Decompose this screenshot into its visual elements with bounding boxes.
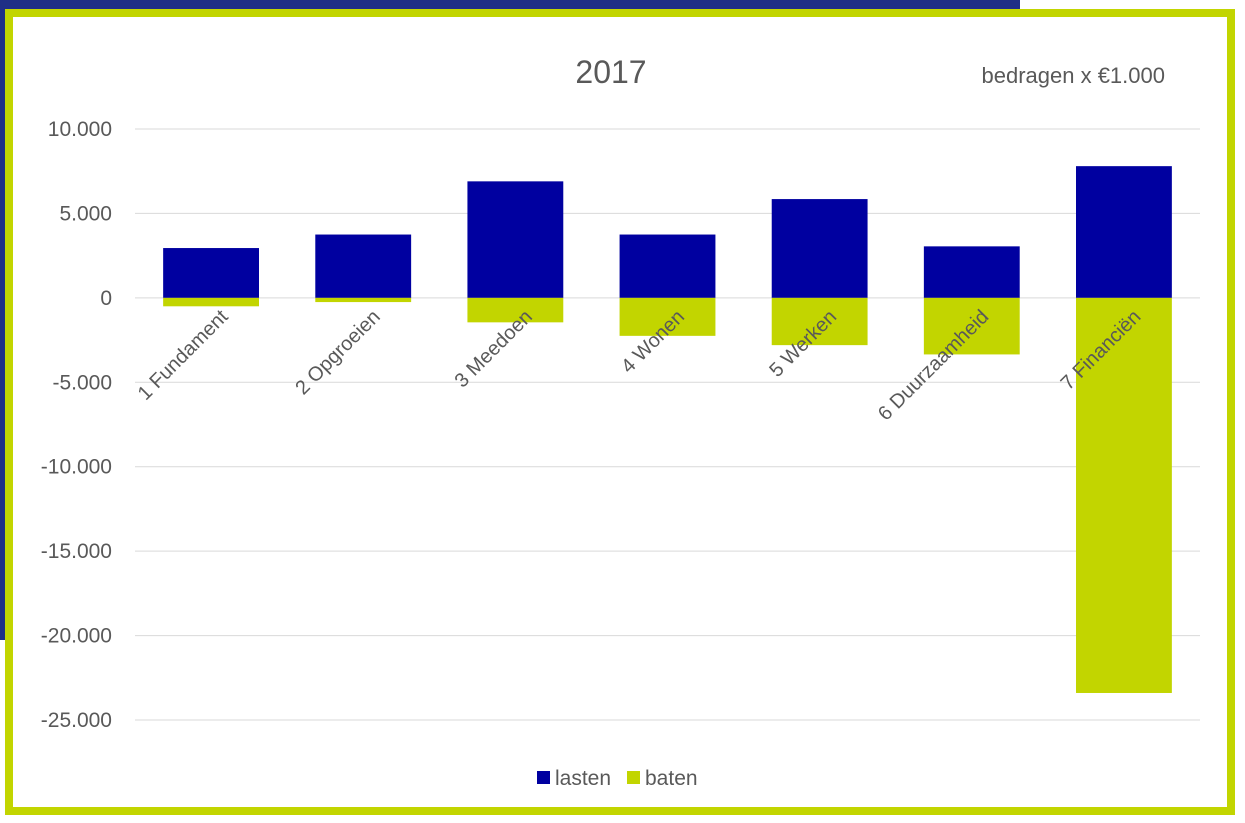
- bar-baten: [467, 297, 564, 323]
- bar-baten: [315, 297, 412, 303]
- y-tick-label: -15.000: [41, 540, 112, 563]
- bar-baten: [771, 297, 868, 346]
- legend-swatch: [627, 771, 640, 784]
- bars: [163, 166, 1172, 693]
- y-axis-ticks: 10.000 5.000 0 -5.000 -10.000 -15.000 -20.000 -…: [41, 118, 112, 732]
- y-tick-label: 0: [100, 287, 112, 310]
- bar-lasten: [771, 199, 868, 298]
- bar-lasten: [467, 181, 564, 298]
- chart-frame: [5, 9, 1235, 815]
- bar-lasten: [923, 246, 1020, 298]
- legend-label: lasten: [555, 767, 611, 790]
- bar-lasten: [1076, 166, 1172, 298]
- y-tick-label: -25.000: [41, 709, 112, 732]
- category-label: 2 Opgroeien: [291, 306, 384, 399]
- y-tick-label: 10.000: [48, 118, 112, 141]
- y-tick-label: 5.000: [59, 202, 112, 225]
- bar-lasten: [163, 248, 259, 298]
- y-tick-label: -5.000: [52, 371, 112, 394]
- bar-lasten: [619, 234, 716, 298]
- chart-subtitle: bedragen x €1.000: [982, 63, 1166, 88]
- legend-label: baten: [645, 767, 698, 790]
- bar-baten: [163, 297, 259, 307]
- chart-title: 2017: [575, 54, 646, 90]
- bar-baten: [923, 297, 1020, 355]
- gridlines: [135, 128, 1200, 721]
- legend-swatch: [537, 771, 550, 784]
- bar-baten: [1076, 297, 1172, 693]
- category-label: 1 Fundament: [134, 306, 233, 405]
- y-tick-label: -20.000: [41, 625, 112, 648]
- y-tick-label: -10.000: [41, 456, 112, 479]
- legend: lasten baten: [537, 767, 698, 790]
- bar-baten: [619, 297, 716, 336]
- bar-lasten: [315, 234, 412, 298]
